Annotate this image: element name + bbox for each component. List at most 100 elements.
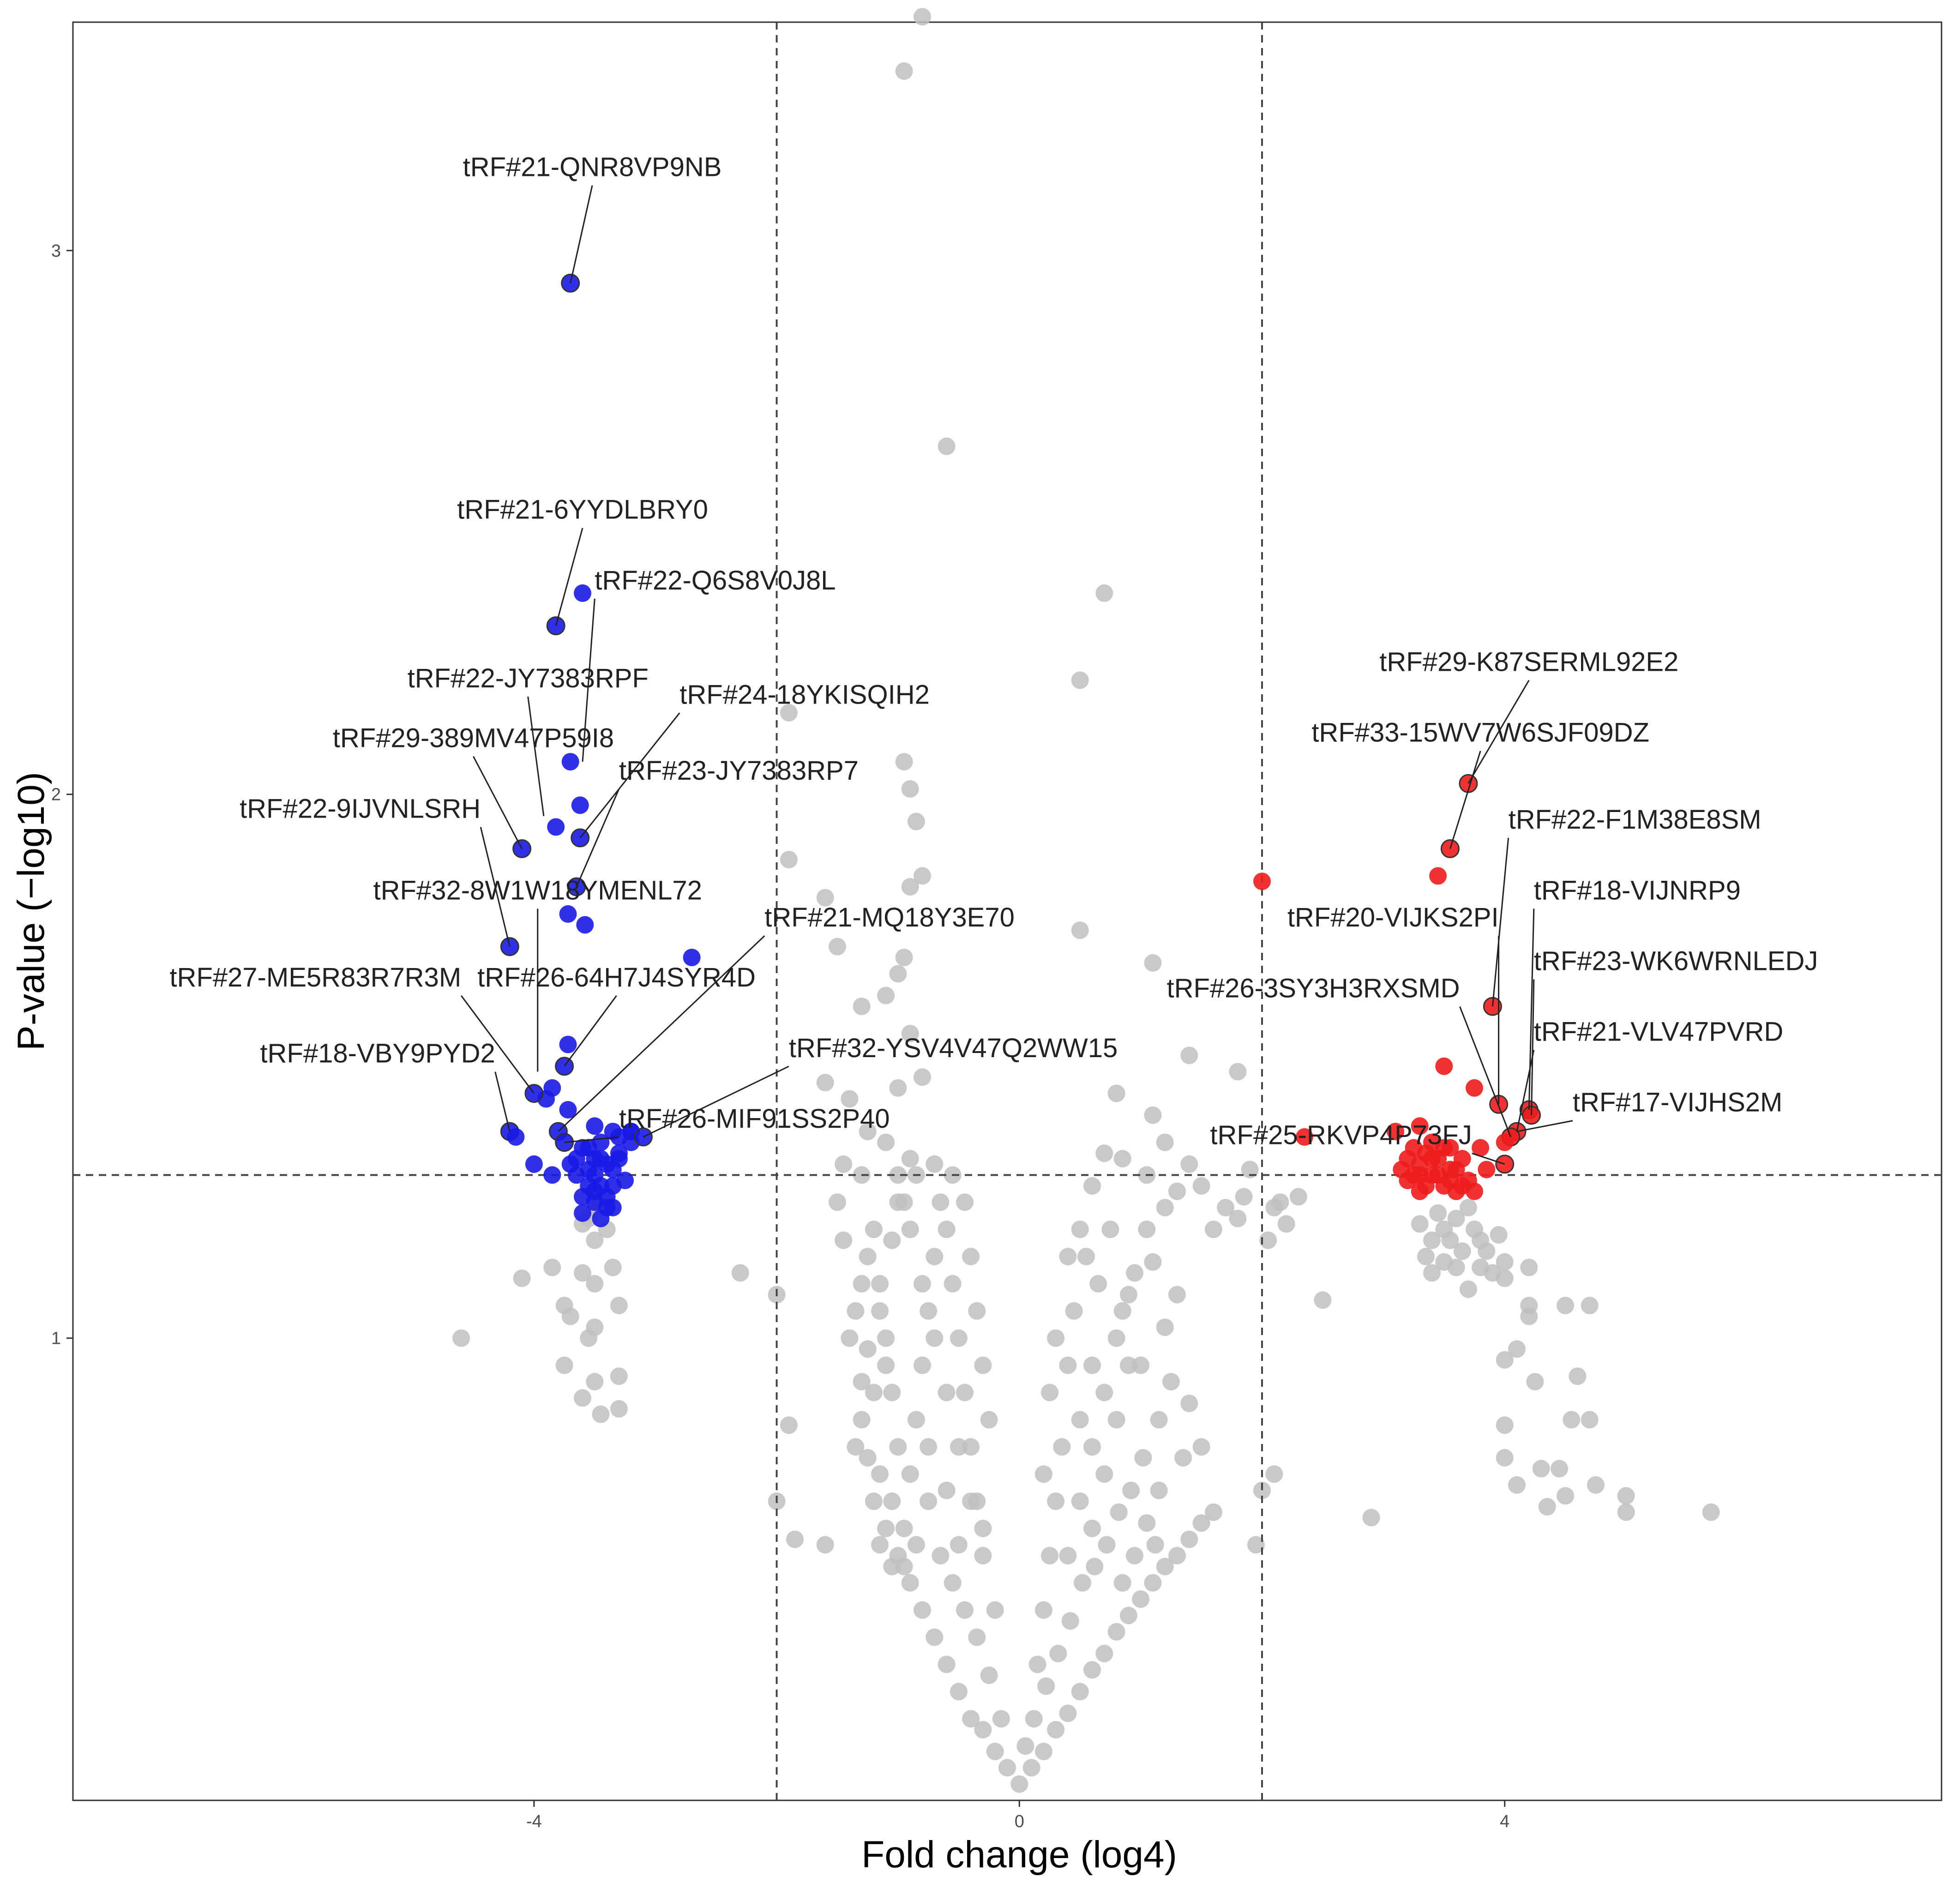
ns-point — [1490, 1226, 1508, 1244]
label-leader-line — [1531, 979, 1535, 1115]
label-leader-line — [1516, 1120, 1573, 1132]
point-label: tRF#22-F1M38E8SM — [1509, 805, 1762, 835]
ns-point — [1086, 1558, 1104, 1576]
ns-point — [1047, 1329, 1065, 1347]
ns-point — [1138, 1221, 1156, 1239]
ns-point — [1107, 1411, 1125, 1429]
ns-point — [956, 1601, 974, 1619]
ns-point — [1508, 1476, 1526, 1494]
ns-point — [974, 1356, 992, 1374]
up-point — [1411, 1117, 1429, 1135]
ns-point — [932, 1193, 950, 1211]
ns-point — [895, 949, 913, 967]
ns-point — [883, 1492, 901, 1510]
down-point — [547, 818, 565, 836]
ns-point — [604, 1258, 622, 1276]
ns-point — [1204, 1503, 1222, 1521]
ns-point — [1217, 1199, 1235, 1216]
ns-point — [877, 1329, 895, 1347]
ns-point — [816, 889, 834, 907]
up-point — [1435, 1139, 1453, 1157]
ns-point — [865, 1384, 883, 1402]
ns-point — [853, 998, 871, 1016]
ns-point — [1132, 1356, 1150, 1374]
ns-point — [859, 1449, 877, 1467]
ns-point — [1077, 1248, 1095, 1265]
ns-point — [895, 1193, 913, 1211]
ns-point — [962, 1492, 980, 1510]
ns-point — [1192, 1438, 1210, 1456]
ns-point — [586, 1275, 604, 1293]
ns-point — [1083, 1177, 1101, 1195]
ns-point — [1168, 1286, 1186, 1304]
y-tick-label: 2 — [51, 785, 61, 805]
ns-point — [1417, 1248, 1435, 1265]
ns-point — [877, 1520, 895, 1537]
ns-point — [1047, 1721, 1065, 1739]
ns-point — [914, 1275, 931, 1293]
up-point — [1405, 1139, 1423, 1157]
up-point — [1296, 1128, 1313, 1146]
ns-point — [1563, 1411, 1581, 1429]
ns-point — [1180, 1047, 1198, 1065]
ns-point — [907, 1536, 925, 1554]
ns-point — [1107, 1623, 1125, 1641]
ns-point — [859, 1248, 877, 1265]
ns-point — [901, 1221, 919, 1239]
ns-point — [1113, 1302, 1131, 1320]
ns-point — [968, 1628, 986, 1646]
ns-point — [926, 1329, 944, 1347]
ns-point — [1065, 1302, 1083, 1320]
ns-point — [1107, 1084, 1125, 1102]
ns-point — [816, 1074, 834, 1092]
ns-point — [895, 1520, 913, 1537]
ns-point — [920, 1492, 938, 1510]
ns-point — [944, 1275, 962, 1293]
ns-point — [1144, 1574, 1162, 1592]
ns-point — [1496, 1449, 1514, 1467]
ns-point — [883, 1231, 901, 1249]
ns-point — [865, 1492, 883, 1510]
threshold-lines — [73, 22, 1942, 1800]
ns-point — [1034, 1743, 1052, 1760]
ns-point — [1053, 1438, 1071, 1456]
ns-point — [1569, 1367, 1587, 1385]
up-point — [1472, 1139, 1490, 1157]
label-leader-line — [527, 696, 545, 817]
ns-point — [920, 1438, 938, 1456]
down-point — [543, 1166, 561, 1184]
ns-point — [1095, 584, 1113, 602]
ns-point — [1134, 1449, 1152, 1467]
ns-point — [1071, 671, 1089, 689]
ns-point — [1453, 1242, 1471, 1260]
ns-point — [938, 437, 956, 455]
y-axis-title: P-value (−log10) — [10, 772, 52, 1051]
ns-point — [883, 1558, 901, 1576]
down-point — [610, 1150, 628, 1167]
ns-point — [926, 1155, 944, 1173]
ns-point — [1581, 1297, 1599, 1314]
up-point — [1466, 1079, 1483, 1097]
ns-point — [829, 1193, 846, 1211]
point-label: tRF#18-VIJNRP9 — [1534, 875, 1741, 905]
ns-point — [895, 62, 913, 80]
ns-point — [1362, 1509, 1380, 1527]
ns-point — [889, 1438, 907, 1456]
ns-point — [980, 1411, 998, 1429]
ns-point — [835, 1155, 853, 1173]
down-point — [500, 937, 519, 957]
up-point — [1496, 1133, 1514, 1151]
ns-point — [1168, 1546, 1186, 1564]
ns-point — [1411, 1215, 1429, 1233]
ns-point — [610, 1297, 628, 1314]
ns-point — [901, 1465, 919, 1483]
ns-point — [877, 987, 895, 1005]
ns-point — [1235, 1188, 1253, 1206]
label-leader-line — [564, 995, 617, 1067]
point-label: tRF#33-15WV7W6SJF09DZ — [1311, 718, 1649, 748]
x-axis-title: Fold change (log4) — [861, 1834, 1177, 1876]
ns-point — [938, 1384, 956, 1402]
ns-point — [786, 1530, 804, 1548]
ns-point — [1447, 1258, 1465, 1276]
ns-point — [1041, 1384, 1058, 1402]
